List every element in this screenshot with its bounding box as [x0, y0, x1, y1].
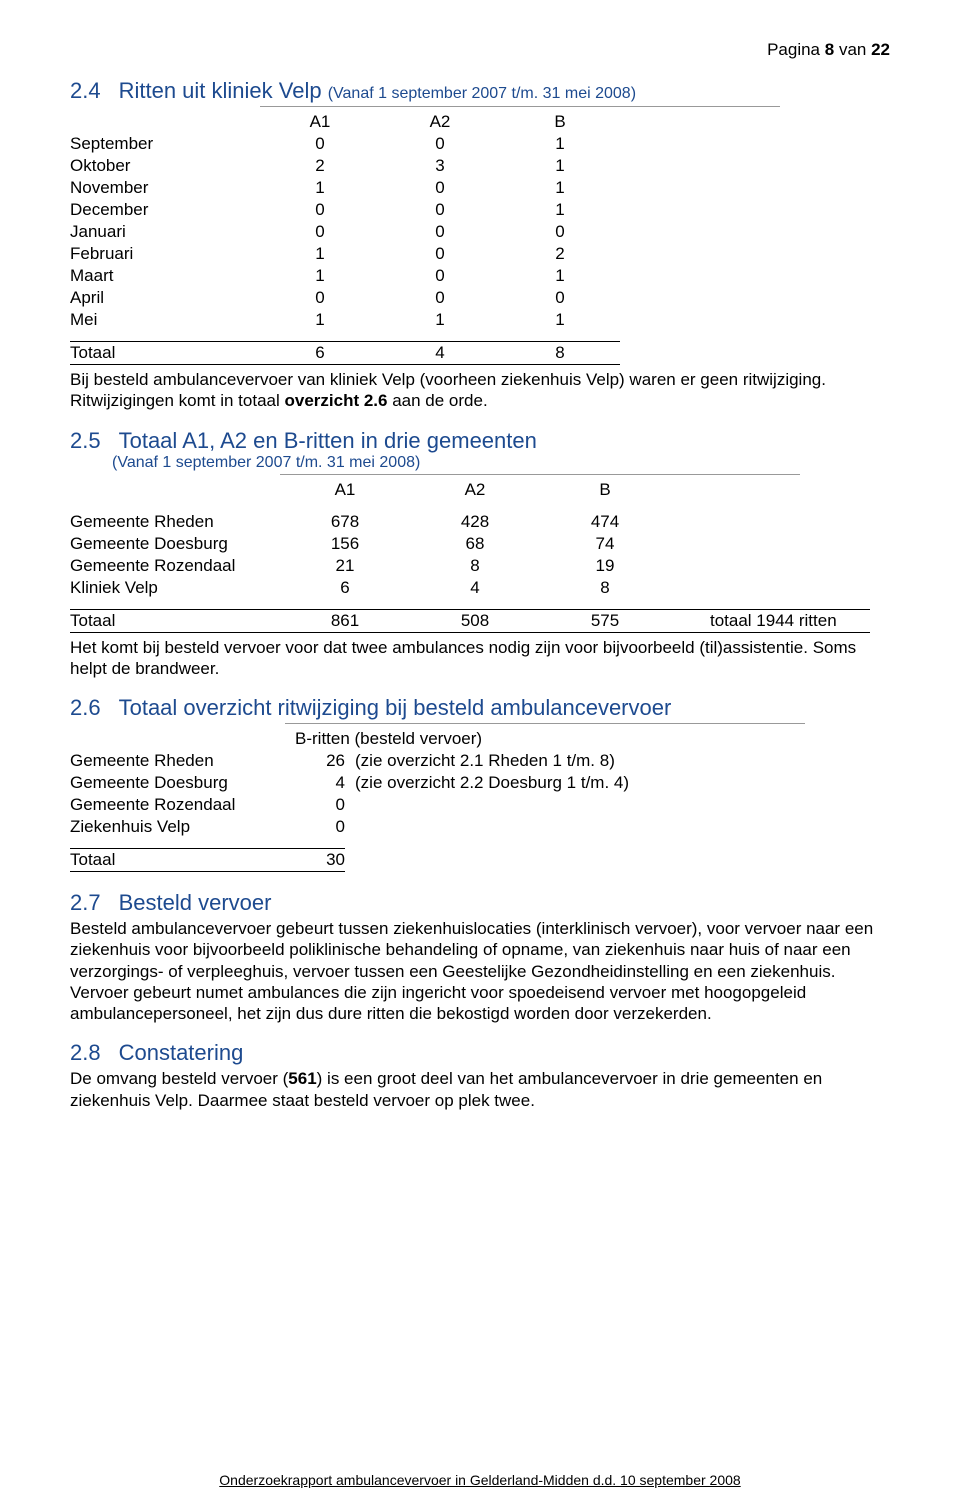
table-row: Oktober231 — [70, 155, 620, 177]
paragraph-2-8: De omvang besteld vervoer (561) is een g… — [70, 1068, 890, 1111]
table-2-4: A1 A2 B September001 Oktober231 November… — [70, 111, 620, 365]
table-row: Gemeente Doesburg1566874 — [70, 533, 870, 555]
table-total-row: Totaal30 — [70, 849, 629, 872]
page-footer: Onderzoekrapport ambulancevervoer in Gel… — [0, 1472, 960, 1488]
table-total-row: Totaal648 — [70, 342, 620, 365]
divider — [285, 723, 805, 724]
section-2-8-heading: 2.8Constatering — [70, 1040, 890, 1066]
divider — [260, 106, 780, 107]
paragraph-2-4: Bij besteld ambulancevervoer van kliniek… — [70, 369, 890, 412]
section-2-5-subtitle: (Vanaf 1 september 2007 t/m. 31 mei 2008… — [112, 454, 890, 472]
table-row: September001 — [70, 133, 620, 155]
section-2-6-heading: 2.6Totaal overzicht ritwijziging bij bes… — [70, 695, 890, 721]
table-row: Maart101 — [70, 265, 620, 287]
table-row: Gemeente Rozendaal21819 — [70, 555, 870, 577]
divider — [280, 474, 800, 475]
section-2-7-heading: 2.7Besteld vervoer — [70, 890, 890, 916]
table-row: Gemeente Rheden26(zie overzicht 2.1 Rhed… — [70, 750, 629, 772]
table-header-row: A1 A2 B — [70, 111, 620, 133]
paragraph-2-5: Het komt bij besteld vervoer voor dat tw… — [70, 637, 890, 680]
table-row: Februari102 — [70, 243, 620, 265]
table-row: Gemeente Doesburg4(zie overzicht 2.2 Doe… — [70, 772, 629, 794]
section-2-5-heading: 2.5Totaal A1, A2 en B-ritten in drie gem… — [70, 428, 890, 454]
table-header-row: A1 A2 B — [70, 479, 870, 501]
table-row: Ziekenhuis Velp0 — [70, 816, 629, 838]
paragraph-2-7: Besteld ambulancevervoer gebeurt tussen … — [70, 918, 890, 1024]
table-total-row: Totaal 861 508 575 totaal 1944 ritten — [70, 609, 870, 632]
table-2-6: B-ritten (besteld vervoer) Gemeente Rhed… — [70, 728, 629, 872]
table-header-row: B-ritten (besteld vervoer) — [70, 728, 629, 750]
table-row: Januari000 — [70, 221, 620, 243]
table-row: Gemeente Rozendaal0 — [70, 794, 629, 816]
table-row: April000 — [70, 287, 620, 309]
page-number: Pagina 8 van 22 — [70, 40, 890, 60]
table-row: Kliniek Velp648 — [70, 577, 870, 599]
table-row: December001 — [70, 199, 620, 221]
section-2-4-heading: 2.4Ritten uit kliniek Velp (Vanaf 1 sept… — [70, 78, 890, 104]
table-2-5: A1 A2 B Gemeente Rheden678428474 Gemeent… — [70, 479, 870, 633]
table-row: November101 — [70, 177, 620, 199]
table-row: Mei111 — [70, 309, 620, 331]
table-row: Gemeente Rheden678428474 — [70, 511, 870, 533]
